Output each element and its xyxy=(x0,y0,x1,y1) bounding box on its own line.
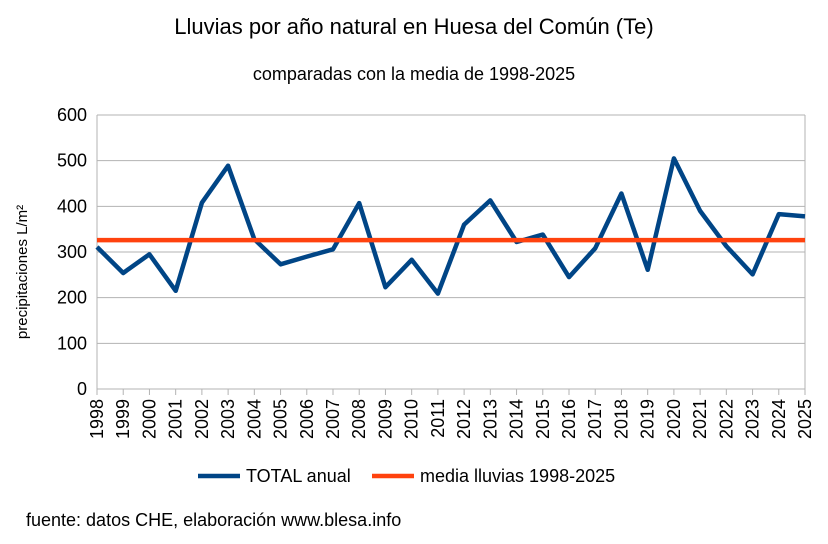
x-tick-label: 2013 xyxy=(480,399,500,439)
x-tick-label: 2018 xyxy=(611,399,631,439)
x-tick-label: 2000 xyxy=(139,399,159,439)
x-tick-label: 2008 xyxy=(349,399,369,439)
x-tick-label: 2016 xyxy=(559,399,579,439)
x-tick-label: 2017 xyxy=(585,399,605,439)
x-tick-label: 2010 xyxy=(402,399,422,439)
legend: TOTAL anual media lluvias 1998-2025 xyxy=(198,466,615,486)
y-tick-label: 100 xyxy=(57,333,87,353)
x-tick-label: 2012 xyxy=(454,399,474,439)
x-tick-label: 2022 xyxy=(716,399,736,439)
grid-layer xyxy=(96,114,806,390)
y-tick-label: 300 xyxy=(57,242,87,262)
x-tick-label: 2005 xyxy=(271,399,291,439)
y-axis-label: precipitaciones L/m² xyxy=(14,205,31,339)
x-tick-label: 2009 xyxy=(375,399,395,439)
x-tick-label: 2021 xyxy=(690,399,710,439)
chart-title: Lluvias por año natural en Huesa del Com… xyxy=(174,14,654,39)
x-tick-label: 2024 xyxy=(769,399,789,439)
x-tick-label: 2014 xyxy=(507,399,527,439)
axis-layer: 0 100 200 300 400 500 600 1998 1999 2000 2001 2002 2… xyxy=(57,105,815,439)
x-tick-label: 2025 xyxy=(795,399,815,439)
y-tick-label: 500 xyxy=(57,151,87,171)
series-line-total xyxy=(95,156,806,296)
legend-label-total: TOTAL anual xyxy=(246,466,351,486)
x-tick-label: 1999 xyxy=(113,399,133,439)
y-tick-label: 200 xyxy=(57,288,87,308)
source-note: fuente: datos CHE, elaboración www.blesa… xyxy=(26,510,402,530)
x-tick-label: 2004 xyxy=(244,399,264,439)
x-tick-label: 2023 xyxy=(743,399,763,439)
chart-subtitle: comparadas con la media de 1998-2025 xyxy=(252,64,576,84)
y-tick-label: 600 xyxy=(57,105,87,125)
x-tick-label: 2001 xyxy=(166,399,186,439)
x-tick-label: 2015 xyxy=(533,399,553,439)
y-tick-label: 400 xyxy=(57,196,87,216)
y-tick-label: 0 xyxy=(77,379,87,399)
x-tick-label: 2007 xyxy=(323,399,343,439)
x-tick-label: 2006 xyxy=(297,399,317,439)
series-layer xyxy=(95,156,806,296)
legend-label-media: media lluvias 1998-2025 xyxy=(420,466,615,486)
x-tick-label: 2020 xyxy=(664,399,684,439)
x-tick-label: 2011 xyxy=(428,399,448,438)
x-tick-label: 2019 xyxy=(638,399,658,439)
x-tick-label: 2003 xyxy=(218,399,238,439)
x-tick-label: 2002 xyxy=(192,399,212,439)
x-tick-label: 1998 xyxy=(87,399,107,439)
